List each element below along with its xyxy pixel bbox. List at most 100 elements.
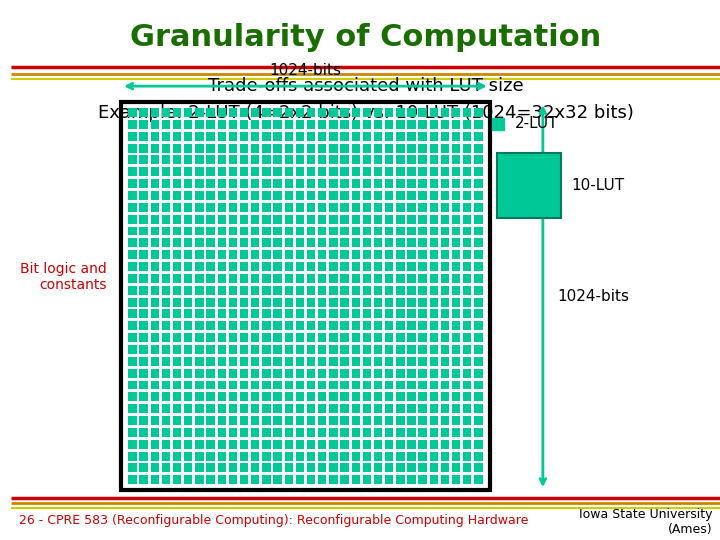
Bar <box>374 381 382 389</box>
Bar <box>408 345 415 354</box>
Bar <box>217 369 226 377</box>
Bar <box>307 451 315 461</box>
Bar <box>418 345 427 354</box>
Bar <box>128 333 137 342</box>
Bar <box>341 369 348 377</box>
Bar <box>463 179 472 188</box>
Bar <box>474 381 482 389</box>
Bar <box>363 262 371 271</box>
Bar <box>173 132 181 141</box>
Bar <box>318 321 326 330</box>
Bar <box>385 215 393 224</box>
Bar <box>474 167 482 176</box>
Bar <box>430 393 438 401</box>
Bar <box>385 369 393 377</box>
Bar <box>463 132 472 141</box>
Bar <box>184 191 192 200</box>
Bar <box>207 203 215 212</box>
Bar <box>318 108 326 117</box>
Bar <box>274 286 282 295</box>
Bar <box>307 167 315 176</box>
Bar <box>418 357 427 366</box>
Bar <box>173 393 181 401</box>
Bar <box>430 333 438 342</box>
Bar <box>251 120 259 129</box>
Bar <box>463 286 472 295</box>
Bar <box>274 262 282 271</box>
Bar <box>396 191 405 200</box>
Bar <box>140 238 148 247</box>
Bar <box>229 238 237 247</box>
Bar <box>351 108 360 117</box>
Bar <box>274 475 282 484</box>
Bar <box>396 156 405 164</box>
Bar <box>351 203 360 212</box>
Bar <box>385 179 393 188</box>
Bar <box>441 309 449 319</box>
Bar <box>195 144 204 152</box>
Bar <box>173 156 181 164</box>
Bar <box>217 393 226 401</box>
Bar <box>474 309 482 319</box>
Bar <box>351 357 360 366</box>
Bar <box>329 120 338 129</box>
Bar <box>408 286 415 295</box>
Bar <box>307 262 315 271</box>
Bar <box>240 309 248 319</box>
Bar <box>441 274 449 283</box>
Bar <box>329 286 338 295</box>
Bar <box>363 298 371 307</box>
Bar <box>284 191 293 200</box>
Bar <box>318 156 326 164</box>
Bar <box>329 179 338 188</box>
Bar <box>374 238 382 247</box>
Bar <box>217 345 226 354</box>
Bar <box>284 463 293 472</box>
Bar <box>430 440 438 449</box>
Bar <box>452 227 460 235</box>
Bar <box>207 156 215 164</box>
Bar <box>341 475 348 484</box>
Bar <box>418 321 427 330</box>
Bar <box>374 309 382 319</box>
Bar <box>351 345 360 354</box>
Bar <box>474 428 482 437</box>
Bar <box>184 250 192 259</box>
Bar <box>452 416 460 425</box>
Bar <box>341 238 348 247</box>
Bar <box>374 345 382 354</box>
Bar <box>251 381 259 389</box>
Bar <box>474 227 482 235</box>
Bar <box>341 203 348 212</box>
Bar <box>150 357 159 366</box>
Bar <box>318 227 326 235</box>
Text: Example: 2-LUT (4=2x2 bits) vs. 10-LUT (1024=32x32 bits): Example: 2-LUT (4=2x2 bits) vs. 10-LUT (… <box>98 104 634 122</box>
Bar <box>307 179 315 188</box>
Bar <box>140 262 148 271</box>
Bar <box>140 167 148 176</box>
Bar <box>240 274 248 283</box>
Bar <box>207 333 215 342</box>
Bar <box>318 345 326 354</box>
Bar <box>318 463 326 472</box>
Bar <box>329 463 338 472</box>
Bar <box>307 393 315 401</box>
Bar <box>217 167 226 176</box>
Bar <box>351 309 360 319</box>
Bar <box>162 440 170 449</box>
Bar <box>385 286 393 295</box>
Bar <box>284 179 293 188</box>
Bar <box>474 345 482 354</box>
Bar <box>374 440 382 449</box>
Bar <box>363 393 371 401</box>
Bar <box>441 404 449 413</box>
Bar <box>251 286 259 295</box>
Bar <box>296 132 304 141</box>
Bar <box>318 167 326 176</box>
Bar <box>385 428 393 437</box>
Bar <box>140 451 148 461</box>
Bar <box>184 428 192 437</box>
Bar <box>207 286 215 295</box>
Bar <box>195 120 204 129</box>
Bar <box>162 250 170 259</box>
